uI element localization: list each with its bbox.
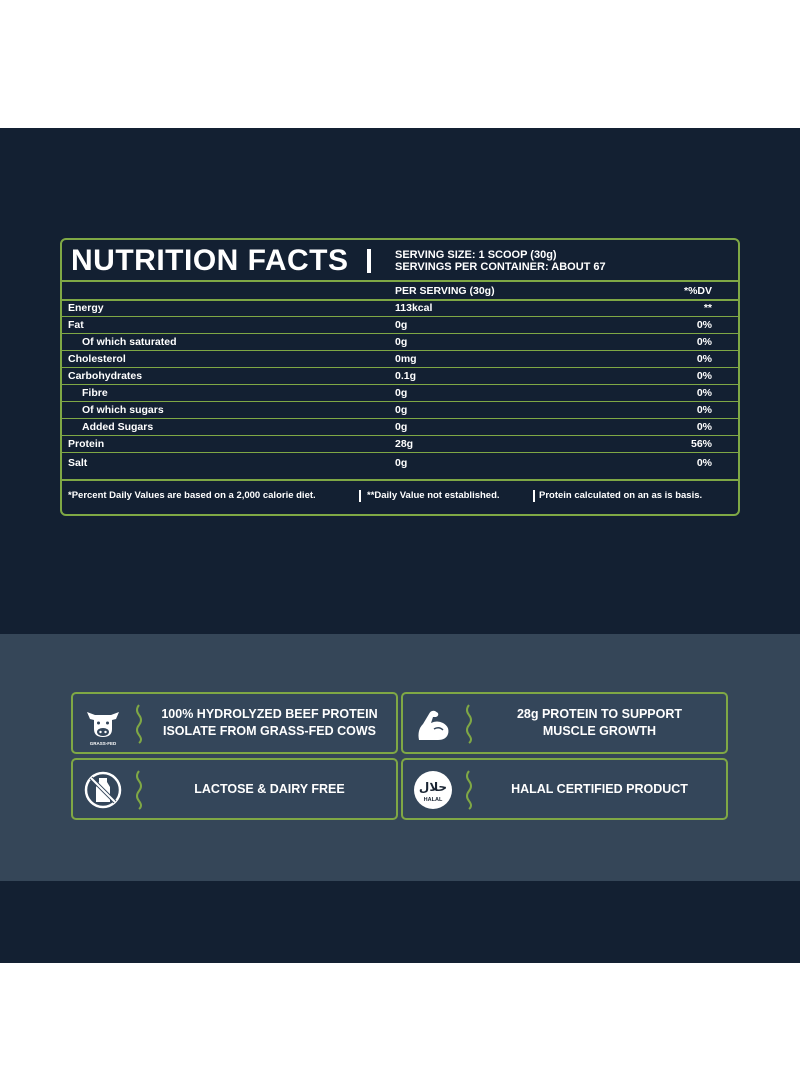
nutrient-amount: 0g xyxy=(395,404,408,416)
table-row: Added Sugars 0g 0% xyxy=(62,419,738,436)
footnote-divider xyxy=(359,490,361,502)
nutrient-dv: 0% xyxy=(696,404,712,416)
features-band xyxy=(0,634,800,881)
feature-text: LACTOSE & DAIRY FREE xyxy=(149,760,390,818)
serving-size: SERVING SIZE: 1 SCOOP (30g) xyxy=(395,249,557,261)
feature-text-line1: LACTOSE & DAIRY FREE xyxy=(194,781,345,796)
nutrient-name: Of which saturated xyxy=(82,336,177,348)
cow-icon-caption: GRASS-FED xyxy=(90,741,117,746)
serving-info: SERVING SIZE: 1 SCOOP (30g) SERVINGS PER… xyxy=(395,249,606,273)
table-row: Of which saturated 0g 0% xyxy=(62,334,738,351)
table-row: Fat 0g 0% xyxy=(62,317,738,334)
footnote-protein-basis: Protein calculated on an as is basis. xyxy=(539,490,703,501)
nutrient-amount: 0.1g xyxy=(395,370,417,382)
table-row: Cholesterol 0mg 0% xyxy=(62,351,738,368)
nutrient-dv: 0% xyxy=(696,336,712,348)
table-row: Carbohydrates 0.1g 0% xyxy=(62,368,738,385)
feature-muscle-growth: 28g PROTEIN TO SUPPORT MUSCLE GROWTH xyxy=(401,692,728,754)
nutrient-amount: 0g xyxy=(395,319,408,331)
top-dark-band xyxy=(0,128,800,634)
col-per-serving: PER SERVING (30g) xyxy=(395,285,495,297)
feature-halal-certified: حلال HALAL HALAL CERTIFIED PRODUCT xyxy=(401,758,728,820)
feature-grass-fed-beef: GRASS-FED 100% HYDROLYZED BEEF PROTEIN IS… xyxy=(71,692,398,754)
feature-text-line2: MUSCLE GROWTH xyxy=(542,724,657,738)
halal-badge-icon: حلال HALAL xyxy=(414,771,452,809)
table-row: Protein 28g 56% xyxy=(62,436,738,453)
halal-arabic-text: حلال xyxy=(419,780,447,794)
nutrition-rows: Energy 113kcal ** Fat 0g 0% Of which sat… xyxy=(62,300,738,474)
nutrient-dv: 0% xyxy=(696,319,712,331)
column-head-rule xyxy=(62,299,738,301)
bottom-dark-band xyxy=(0,881,800,963)
nutrient-name: Energy xyxy=(68,302,104,314)
feature-text-line1: HALAL CERTIFIED PRODUCT xyxy=(511,781,688,796)
col-dv: *%DV xyxy=(683,285,712,297)
feature-lactose-dairy-free: LACTOSE & DAIRY FREE xyxy=(71,758,398,820)
footnote-rule xyxy=(62,479,738,481)
table-row: Fibre 0g 0% xyxy=(62,385,738,402)
nutrient-amount: 0g xyxy=(395,421,408,433)
nutrient-dv: 0% xyxy=(696,353,712,365)
feature-text: 28g PROTEIN TO SUPPORT MUSCLE GROWTH xyxy=(479,694,720,752)
footnote-percent-dv: *Percent Daily Values are based on a 2,0… xyxy=(68,490,316,501)
header-rule xyxy=(62,280,738,282)
nutrient-dv: 0% xyxy=(696,457,712,469)
nutrient-name: Salt xyxy=(68,457,88,469)
table-row: Salt 0g 0% xyxy=(62,453,738,474)
feature-text: 100% HYDROLYZED BEEF PROTEIN ISOLATE FROM… xyxy=(149,694,390,752)
nutrient-amount: 0g xyxy=(395,457,408,469)
nutrient-amount: 0g xyxy=(395,336,408,348)
squiggle-divider xyxy=(466,770,472,810)
nutrient-dv: 0% xyxy=(696,387,712,399)
footnote-divider xyxy=(533,490,535,502)
nutrient-dv: 0% xyxy=(696,370,712,382)
servings-per-container: SERVINGS PER CONTAINER: ABOUT 67 xyxy=(395,261,606,273)
squiggle-divider xyxy=(136,770,142,810)
flexed-arm-icon xyxy=(418,710,449,740)
nutrient-dv: ** xyxy=(703,302,712,314)
feature-text: HALAL CERTIFIED PRODUCT xyxy=(479,760,720,818)
halal-badge-label: HALAL xyxy=(424,797,443,803)
nutrition-header: NUTRITION FACTS SERVING SIZE: 1 SCOOP (3… xyxy=(62,240,738,280)
cow-icon: GRASS-FED xyxy=(87,712,119,746)
nutrient-name: Of which sugars xyxy=(82,404,164,416)
feature-text-line2: ISOLATE FROM GRASS-FED COWS xyxy=(163,724,376,738)
nutrient-amount: 113kcal xyxy=(395,302,433,314)
nutrient-name: Cholesterol xyxy=(68,353,126,365)
table-row: Energy 113kcal ** xyxy=(62,300,738,317)
squiggle-divider xyxy=(466,704,472,744)
table-row: Of which sugars 0g 0% xyxy=(62,402,738,419)
nutrient-name: Carbohydrates xyxy=(68,370,143,382)
nutrient-name: Protein xyxy=(68,438,105,450)
nutrient-dv: 0% xyxy=(696,421,712,433)
nutrition-facts-panel: NUTRITION FACTS SERVING SIZE: 1 SCOOP (3… xyxy=(60,238,740,516)
no-milk-bottle-icon xyxy=(84,771,122,809)
nutrient-name: Added Sugars xyxy=(82,421,154,433)
footnotes: *Percent Daily Values are based on a 2,0… xyxy=(68,490,736,504)
squiggle-divider xyxy=(136,704,142,744)
nutrient-amount: 28g xyxy=(395,438,414,450)
footnote-dv-not-established: **Daily Value not established. xyxy=(367,490,500,501)
feature-text-line1: 100% HYDROLYZED BEEF PROTEIN xyxy=(161,707,378,721)
nutrient-dv: 56% xyxy=(690,438,712,450)
nutrient-amount: 0mg xyxy=(395,353,417,365)
nutrient-name: Fibre xyxy=(82,387,108,399)
nutrition-title: NUTRITION FACTS xyxy=(71,244,349,277)
feature-text-line1: 28g PROTEIN TO SUPPORT xyxy=(516,707,683,721)
title-divider xyxy=(367,249,371,273)
nutrient-amount: 0g xyxy=(395,387,408,399)
nutrient-name: Fat xyxy=(68,319,84,331)
